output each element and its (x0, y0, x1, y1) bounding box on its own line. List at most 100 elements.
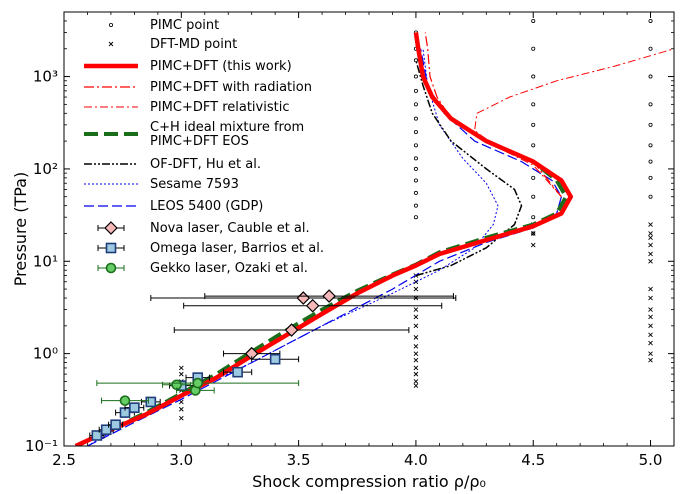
experiment-point-1-4 (129, 402, 140, 413)
dftmd-point-0 (178, 415, 184, 421)
legend-label-5: C+H ideal mixture from (150, 120, 304, 135)
dftmd-point-14 (413, 335, 419, 340)
dftmd-point-22 (530, 242, 536, 248)
pimc-point-32 (648, 159, 653, 164)
dftmd-point-37-b (648, 235, 653, 241)
dftmd-point-22-b (530, 242, 536, 248)
dftmd-point-38 (648, 231, 653, 236)
dftmd-point-7-b (413, 383, 419, 388)
dftmd-point-29-b (648, 323, 653, 329)
dftmd-point-27 (648, 340, 653, 346)
dftmd-point-19-b (413, 286, 419, 292)
dftmd-point-2-b (178, 399, 184, 405)
dftmd-point-35 (648, 251, 653, 257)
experiment-point-1-5 (145, 396, 157, 408)
axis-ticks: 2.5 3.0 3.5 4.0 4.5 5.0 10⁻¹ 10⁰ 10¹ 10² 10³ (25, 11, 675, 469)
dftmd-point-23 (530, 231, 536, 236)
pimc-point-34 (648, 194, 653, 199)
dftmd-point-9-b (413, 371, 419, 377)
experiment-point-0-4 (322, 289, 336, 303)
dftmd-point-13 (413, 344, 419, 349)
pimc-point-2 (413, 58, 418, 63)
dftmd-point-9 (413, 371, 419, 377)
legend-label-12: Gekko laser, Ozaki et al. (150, 261, 308, 276)
dftmd-point-25-b (648, 357, 653, 363)
legend-label-0: PIMC point (150, 18, 219, 33)
pimc-point-23 (531, 194, 536, 199)
pimc-point-19 (531, 122, 536, 127)
dftmd-point-15-b (413, 323, 419, 329)
dftmd-point-16 (413, 314, 419, 320)
dftmd-point-6 (178, 365, 184, 371)
pimc-point-8 (413, 143, 418, 148)
experiment-point-0-2 (296, 291, 311, 305)
legend-label-11: Omega laser, Barrios et al. (150, 241, 324, 256)
dftmd-point-33-b (648, 286, 653, 292)
dftmd-point-31-b (648, 307, 653, 312)
pimc-point-14 (413, 215, 418, 220)
experiment-point-1-2 (110, 419, 121, 431)
dftmd-point-5-b (178, 371, 184, 377)
dftmd-point-32 (648, 295, 653, 301)
dftmd-point-27-b (648, 340, 653, 346)
pimc-point-12 (413, 190, 418, 195)
dftmd-point-17-b (413, 307, 419, 312)
dftmd-point-20-b (413, 279, 419, 285)
pimc-point-5 (413, 102, 418, 107)
x-tick-label-4: 4.5 (521, 451, 545, 469)
pimc-point-31 (648, 143, 653, 148)
legend-label-7: OF-DFT, Hu et al. (150, 157, 261, 172)
dftmd-point-30-b (648, 314, 653, 320)
dftmd-point-20 (413, 279, 419, 285)
dftmd-point-11-b (413, 357, 419, 363)
pimc-point-13 (413, 203, 418, 208)
pimc-point-30 (648, 122, 653, 127)
legend-exp-marker-10 (104, 221, 118, 235)
x-tick-label-2: 3.5 (287, 451, 311, 469)
dftmd-point-19 (413, 286, 419, 292)
legend-marker-1-b (108, 41, 114, 47)
dftmd-point-37 (648, 235, 653, 241)
dftmd-point-34 (648, 258, 653, 264)
series-line-pimc-dft-this-work- (74, 32, 574, 446)
legend-label-10: Nova laser, Cauble et al. (150, 221, 310, 236)
dftmd-point-39 (648, 222, 653, 227)
dftmd-point-5 (178, 371, 184, 377)
dftmd-point-12-b (413, 351, 419, 356)
dftmd-point-6-b (178, 365, 184, 371)
legend-exp-marker-11 (105, 242, 117, 254)
dftmd-point-17 (413, 307, 419, 312)
pimc-point-29 (648, 102, 653, 107)
dftmd-point-28-b (648, 332, 653, 338)
dftmd-point-11 (413, 357, 419, 363)
y-tick-label-0: 10⁻¹ (25, 437, 58, 455)
dftmd-point-10 (413, 365, 419, 371)
pimc-point-27 (648, 46, 653, 51)
legend-label-8: Sesame 7593 (150, 177, 239, 192)
legend: PIMC point DFT-MD point PIMC+DFT (this wor… (84, 18, 324, 276)
dftmd-point-8-b (413, 379, 419, 384)
dftmd-point-30 (648, 314, 653, 320)
plot-area (74, 18, 674, 446)
pimc-point-20 (531, 143, 536, 148)
experiment-point-1-1 (100, 424, 112, 436)
dftmd-point-15 (413, 323, 419, 329)
legend-label-2: PIMC+DFT (this work) (150, 59, 292, 74)
dftmd-point-28 (648, 332, 653, 338)
y-tick-label-1: 10⁰ (33, 345, 58, 363)
pimc-point-24 (531, 215, 536, 220)
y-axis-label: Pressure (TPa) (11, 172, 30, 286)
dftmd-point-26 (648, 351, 653, 356)
legend-marker-0 (109, 22, 114, 27)
plot-content (74, 18, 674, 446)
dftmd-point-12 (413, 351, 419, 356)
pimc-point-26 (648, 18, 653, 23)
experiment-point-1-8 (232, 366, 243, 378)
experiment-point-2-0 (119, 395, 131, 406)
pimc-point-18 (531, 102, 536, 107)
dftmd-point-25 (648, 357, 653, 363)
pimc-point-4 (413, 88, 418, 93)
experiment-point-1-9 (269, 353, 281, 365)
legend-label-4: PIMC+DFT relativistic (150, 100, 289, 115)
dftmd-point-14-b (413, 335, 419, 340)
